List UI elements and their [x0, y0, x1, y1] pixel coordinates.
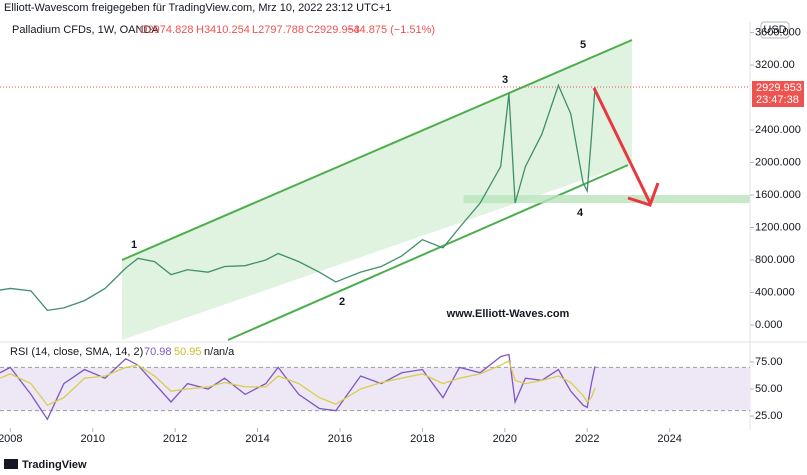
sma-readout: 50.95 — [174, 346, 202, 358]
y-tick-label: 2000.000 — [755, 156, 801, 168]
last-price-box — [752, 80, 804, 107]
currency-badge[interactable] — [760, 21, 790, 39]
y-tick-label: 3200.00 — [755, 59, 795, 71]
rsi-title: RSI (14, close, SMA, 14, 2) — [10, 346, 143, 358]
brand: TradingView — [22, 459, 87, 471]
currency: USD — [763, 24, 786, 36]
readout: n/a — [219, 346, 235, 358]
low: L2797.788 — [252, 24, 304, 36]
forecast-arrow — [592, 87, 652, 204]
rsi-band — [0, 367, 750, 411]
channel-upper — [121, 39, 633, 261]
series-line — [0, 359, 596, 407]
chart-title: Elliott-Wavescom freigegeben für Trading… — [4, 2, 391, 14]
high: H3410.254 — [196, 24, 250, 36]
x-tick-label: 2018 — [410, 433, 434, 445]
countdown: 23:47:38 — [756, 94, 799, 106]
x-tick-label: 2024 — [657, 433, 681, 445]
change: −44.875 (−1.51%) — [347, 24, 435, 36]
y-tick-label: 1600.000 — [755, 189, 801, 201]
y-tick-label: 75.00 — [755, 356, 783, 368]
y-tick-label: 400.000 — [755, 286, 795, 298]
wave-label: 1 — [131, 239, 137, 251]
y-tick-label: 1200.000 — [755, 221, 801, 233]
logo-icon — [4, 459, 18, 469]
rsi-readout: 70.98 — [144, 346, 172, 358]
series-line — [0, 83, 596, 312]
wave-label: 5 — [580, 39, 586, 51]
support-zone — [463, 195, 750, 204]
wave-label: 4 — [577, 207, 584, 219]
open: O2974.828 — [139, 24, 193, 36]
arrow-head — [627, 182, 660, 207]
x-tick-label: 2010 — [80, 433, 104, 445]
x-tick-label: 2012 — [163, 433, 187, 445]
y-tick-label: 50.00 — [755, 383, 783, 395]
wave-label: 3 — [502, 74, 508, 86]
close: C2929.953 — [306, 24, 360, 36]
y-tick-label: 25.00 — [755, 410, 783, 422]
x-tick-label: 2014 — [245, 433, 269, 445]
y-tick-label: 0.000 — [755, 319, 783, 331]
y-tick-label: 800.000 — [755, 254, 795, 266]
y-tick-label: 2400.000 — [755, 124, 801, 136]
readout: n/a — [204, 346, 220, 358]
channel-lower — [227, 164, 629, 341]
x-tick-label: 2008 — [0, 433, 23, 445]
x-tick-label: 2016 — [328, 433, 352, 445]
last-price: 2929.953 — [756, 82, 802, 94]
symbol: Palladium CFDs, 1W, OANDA — [12, 24, 159, 36]
y-tick-label: 3600.000 — [755, 26, 801, 38]
x-tick-label: 2022 — [575, 433, 599, 445]
wave-label: 2 — [339, 296, 345, 308]
x-tick-label: 2020 — [493, 433, 517, 445]
watermark: www.Elliott-Waves.com — [446, 308, 570, 320]
